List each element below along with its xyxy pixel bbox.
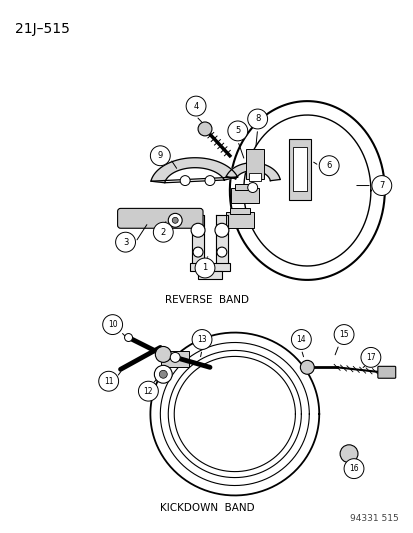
Circle shape [159, 370, 167, 378]
Circle shape [138, 381, 158, 401]
Circle shape [216, 247, 226, 257]
Bar [229, 208, 249, 214]
Text: 12: 12 [143, 386, 153, 395]
Circle shape [197, 122, 211, 136]
Circle shape [227, 121, 247, 141]
Circle shape [170, 352, 180, 362]
Text: 10: 10 [107, 320, 117, 329]
Bar [248, 173, 260, 181]
Polygon shape [192, 215, 204, 265]
Text: 5: 5 [235, 126, 240, 135]
Circle shape [192, 247, 202, 257]
FancyBboxPatch shape [377, 366, 395, 378]
Circle shape [195, 258, 214, 278]
Text: 2: 2 [160, 228, 166, 237]
Bar [245, 149, 263, 179]
Bar [225, 212, 253, 228]
Bar [293, 147, 306, 190]
Circle shape [291, 329, 311, 350]
Bar [230, 188, 258, 204]
Circle shape [115, 232, 135, 252]
Circle shape [371, 175, 391, 196]
FancyBboxPatch shape [117, 208, 202, 228]
Text: 94331 515: 94331 515 [349, 514, 398, 523]
Text: 1: 1 [202, 263, 207, 272]
Text: 7: 7 [378, 181, 384, 190]
Circle shape [247, 183, 257, 192]
Bar [289, 139, 311, 200]
Bar [234, 183, 254, 190]
Circle shape [124, 334, 132, 342]
Polygon shape [151, 158, 237, 183]
Circle shape [339, 445, 357, 463]
Circle shape [343, 459, 363, 479]
Circle shape [168, 213, 182, 227]
Circle shape [154, 365, 172, 383]
Bar [197, 271, 221, 279]
Circle shape [333, 325, 353, 344]
Circle shape [180, 175, 190, 185]
Circle shape [155, 346, 171, 362]
Circle shape [300, 360, 313, 374]
Text: 13: 13 [197, 335, 206, 344]
Text: 16: 16 [348, 464, 358, 473]
Text: KICKDOWN  BAND: KICKDOWN BAND [159, 503, 254, 513]
Circle shape [186, 96, 206, 116]
Bar [190, 263, 229, 271]
Text: 9: 9 [157, 151, 163, 160]
Bar [161, 351, 189, 367]
Polygon shape [216, 215, 227, 265]
Circle shape [247, 109, 267, 129]
Circle shape [172, 217, 178, 223]
Circle shape [192, 329, 211, 350]
Circle shape [150, 146, 170, 166]
Text: 21J–515: 21J–515 [15, 22, 70, 36]
Text: 11: 11 [104, 377, 113, 386]
Text: 15: 15 [338, 330, 348, 339]
Text: 3: 3 [123, 238, 128, 247]
Circle shape [360, 348, 380, 367]
Circle shape [214, 223, 228, 237]
Text: 6: 6 [326, 161, 331, 170]
Circle shape [102, 314, 122, 335]
Circle shape [153, 222, 173, 242]
Circle shape [204, 175, 214, 185]
Text: 8: 8 [254, 115, 260, 124]
Text: 14: 14 [296, 335, 306, 344]
Circle shape [318, 156, 338, 175]
Text: REVERSE  BAND: REVERSE BAND [165, 295, 248, 305]
Circle shape [191, 223, 204, 237]
Circle shape [98, 372, 118, 391]
Polygon shape [225, 163, 280, 181]
Text: 17: 17 [365, 353, 375, 362]
Text: 4: 4 [193, 102, 198, 110]
